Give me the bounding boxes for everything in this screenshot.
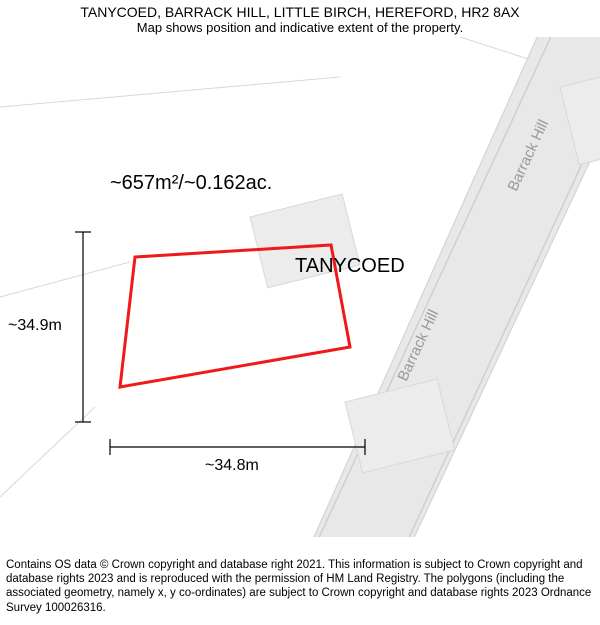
dim-vertical	[75, 232, 91, 422]
fieldline	[0, 407, 95, 497]
page-subtitle: Map shows position and indicative extent…	[10, 20, 590, 35]
fieldline	[0, 77, 340, 107]
area-label: ~657m²/~0.162ac.	[110, 172, 272, 195]
map-canvas: ~657m²/~0.162ac. TANYCOED ~34.9m ~34.8m …	[0, 37, 600, 537]
map-svg	[0, 37, 600, 537]
fieldline	[0, 262, 130, 297]
dim-horizontal	[110, 439, 365, 455]
dim-width-label: ~34.8m	[205, 457, 259, 475]
dim-height-label: ~34.9m	[8, 317, 62, 335]
page-title: TANYCOED, BARRACK HILL, LITTLE BIRCH, HE…	[10, 4, 590, 20]
header: TANYCOED, BARRACK HILL, LITTLE BIRCH, HE…	[0, 0, 600, 37]
property-name-label: TANYCOED	[295, 255, 405, 278]
footer-copyright: Contains OS data © Crown copyright and d…	[0, 552, 600, 625]
road	[305, 37, 600, 537]
